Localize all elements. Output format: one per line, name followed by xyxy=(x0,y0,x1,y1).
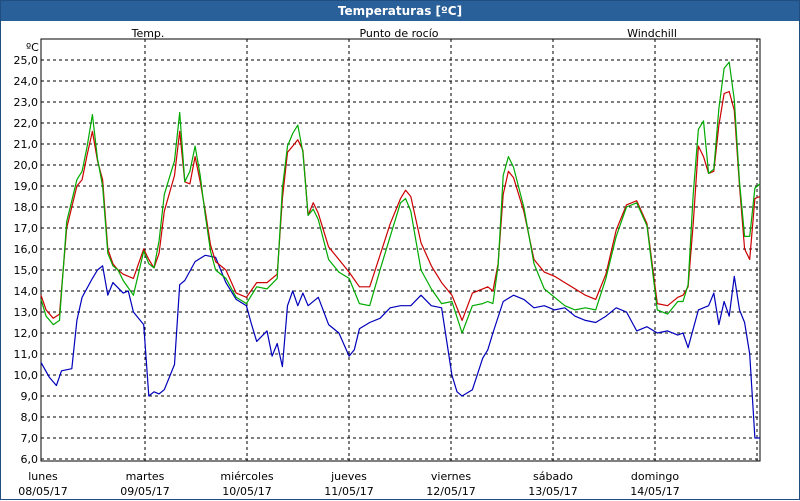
y-tick-label: 12,0 xyxy=(14,327,39,340)
legend-temp: Temp. xyxy=(131,27,165,40)
x-tick-date: 14/05/17 xyxy=(630,485,679,498)
x-tick-day: jueves xyxy=(330,470,367,483)
legend-dewpoint: Punto de rocío xyxy=(359,27,438,40)
y-tick-label: 23,0 xyxy=(14,96,39,109)
x-tick-day: lunes xyxy=(28,470,58,483)
y-tick-label: 20,0 xyxy=(14,159,39,172)
y-tick-label: 13,0 xyxy=(14,306,39,319)
x-tick-date: 12/05/17 xyxy=(426,485,475,498)
y-tick-label: 17,0 xyxy=(14,222,39,235)
y-tick-label: 6,0 xyxy=(21,453,39,466)
window-title: Temperaturas [ºC] xyxy=(1,1,799,21)
y-tick-label: 9,0 xyxy=(21,390,39,403)
y-tick-label: 8,0 xyxy=(21,411,39,424)
x-tick-date: 13/05/17 xyxy=(528,485,577,498)
y-axis-tick-labels: 6,0 7,0 8,0 9,0 10,0 11,0 12,0 13,0 14,0 15,0 16,0… xyxy=(14,54,39,466)
y-tick-label: 25,0 xyxy=(14,54,39,67)
y-tick-label: 18,0 xyxy=(14,201,39,214)
series-lines xyxy=(40,61,761,439)
x-tick-day: miércoles xyxy=(220,470,273,483)
x-axis-tick-labels: lunes 08/05/17 martes 09/05/17 miércoles 10/0… xyxy=(18,470,679,498)
x-tick-date: 08/05/17 xyxy=(18,485,67,498)
plot-area xyxy=(40,38,761,462)
y-tick-label: 21,0 xyxy=(14,138,39,151)
y-tick-label: 24,0 xyxy=(14,75,39,88)
y-tick-label: 7,0 xyxy=(21,432,39,445)
y-tick-label: 10,0 xyxy=(14,369,39,382)
x-tick-date: 09/05/17 xyxy=(120,485,169,498)
x-tick-day: viernes xyxy=(431,470,471,483)
gridlines xyxy=(41,39,760,461)
y-tick-label: 22,0 xyxy=(14,117,39,130)
y-tick-label: 19,0 xyxy=(14,180,39,193)
y-tick-label: 14,0 xyxy=(14,285,39,298)
series-line-1 xyxy=(40,254,760,439)
x-tick-day: martes xyxy=(126,470,165,483)
y-axis-unit-label: ºC xyxy=(26,41,39,54)
x-tick-date: 10/05/17 xyxy=(222,485,271,498)
x-tick-day: domingo xyxy=(631,470,679,483)
legend-windchill: Windchill xyxy=(627,27,677,40)
x-tick-day: sábado xyxy=(533,470,573,483)
series-line-2 xyxy=(40,61,761,334)
x-tick-date: 11/05/17 xyxy=(324,485,373,498)
y-tick-label: 11,0 xyxy=(14,348,39,361)
y-tick-label: 15,0 xyxy=(14,264,39,277)
y-tick-label: 16,0 xyxy=(14,243,39,256)
series-line-0 xyxy=(40,90,761,321)
